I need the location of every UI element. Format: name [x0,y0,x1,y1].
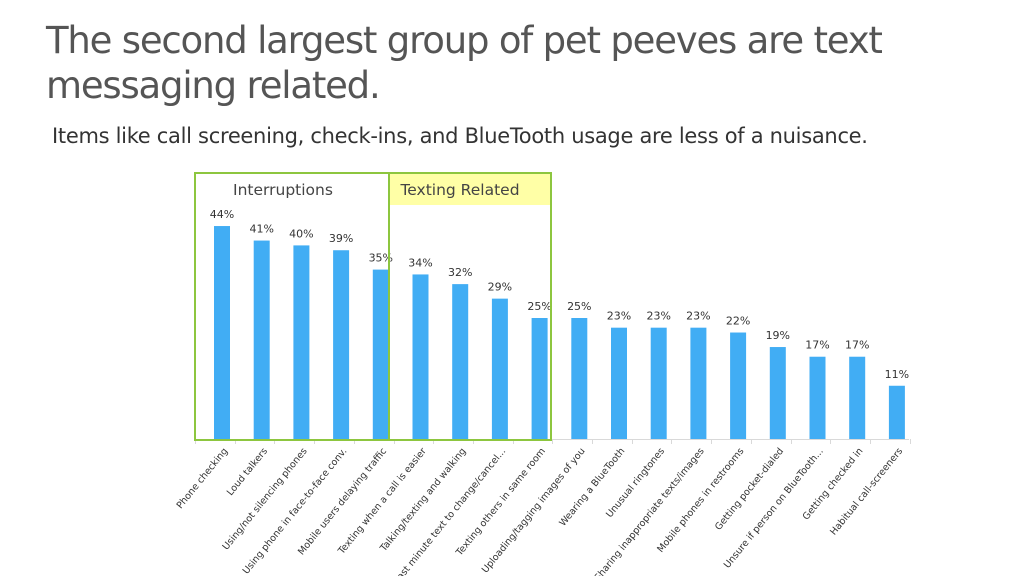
bar [690,327,707,439]
data-label: 22% [726,315,750,328]
bar [571,318,588,439]
bar [491,298,508,439]
bar [253,240,270,439]
data-label: 41% [249,223,273,236]
category-label: Habitual call-screeners [828,446,905,538]
title-line-2: messaging related. [46,64,381,107]
data-label: 39% [329,232,353,245]
data-label: 23% [686,310,710,323]
bar [372,269,389,439]
data-label: 17% [845,339,869,352]
category-label: Using/not silencing phones [221,446,310,552]
texting-group-box [388,172,552,441]
data-label: 23% [607,310,631,323]
slide-subtitle: Items like call screening, check-ins, an… [52,124,868,148]
category-label: Loud talkers [225,446,270,498]
data-label: 19% [766,329,790,342]
group-header-fill [390,174,550,205]
bar [888,385,905,439]
bar [650,327,667,439]
bar [452,284,469,439]
bar [730,332,747,439]
data-label: 25% [567,300,591,313]
slide-title: The second largest group of pet peeves a… [46,18,946,108]
data-label: 35% [369,252,393,265]
bar [293,245,310,439]
group-label: Interruptions [233,181,333,199]
bar [531,318,548,439]
category-label: Getting pocket-dialed [713,446,786,533]
bar [412,274,429,439]
data-label: 11% [885,368,909,381]
category-label: Phone checking [175,446,231,511]
data-label: 25% [527,300,551,313]
group-label: Texting Related [399,181,519,199]
data-label: 17% [805,339,829,352]
bar [849,356,866,439]
data-label: 34% [408,256,432,269]
title-line-1: The second largest group of pet peeves a… [46,19,883,62]
data-label: 23% [646,310,670,323]
bar [809,356,826,439]
bar [333,250,350,439]
data-label: 32% [448,266,472,279]
bar [214,226,230,439]
bar [611,327,627,439]
data-label: 44% [210,208,234,221]
bar [769,347,786,439]
data-label: 29% [488,281,512,294]
data-label: 40% [289,227,313,240]
